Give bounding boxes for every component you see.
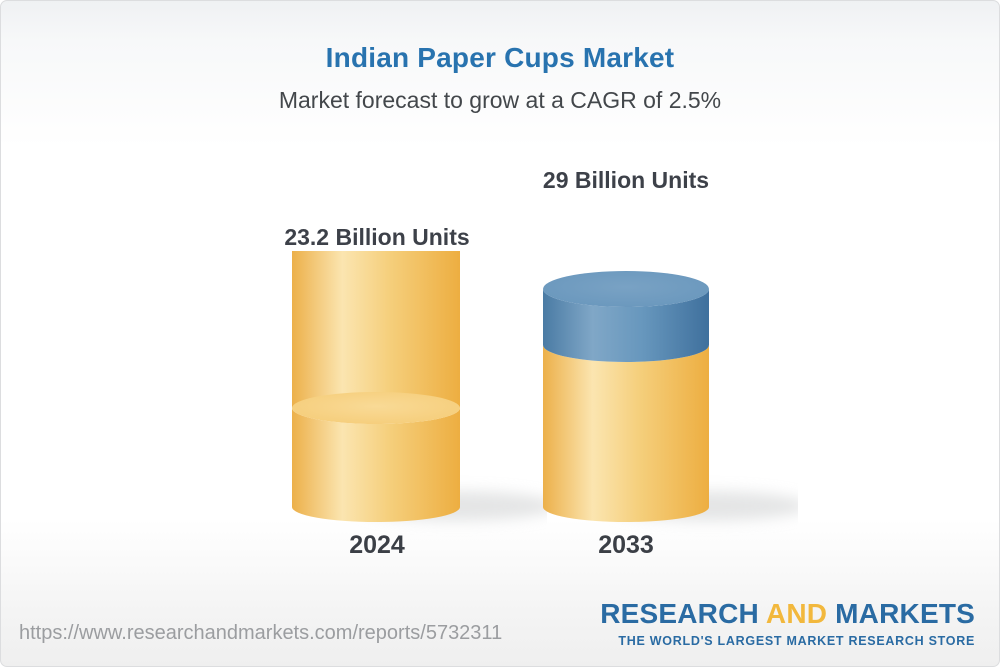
year-label-2033: 2033 [598,531,654,559]
cylinder-2024 [292,251,547,522]
value-label-2024: 23.2 Billion Units [284,224,470,250]
cylinder-bar-chart: 23.2 Billion Units 29 Billion Units 2024… [1,131,999,571]
cylinder-2033 [543,271,798,522]
cylinder-2024-top [292,392,460,424]
cylinder-2024-body [292,251,460,422]
value-label-2033: 29 Billion Units [542,167,710,193]
logo-tagline: THE WORLD'S LARGEST MARKET RESEARCH STOR… [618,634,975,648]
logo-word-markets: MARKETS [835,598,975,629]
research-and-markets-logo: RESEARCH AND MARKETS THE WORLD'S LARGEST… [600,600,975,648]
page-subtitle: Market forecast to grow at a CAGR of 2.5… [278,87,722,113]
report-url: https://www.researchandmarkets.com/repor… [19,622,503,644]
logo-word-research: RESEARCH [600,598,759,629]
year-label-2024: 2024 [349,531,405,559]
page-title: Indian Paper Cups Market [325,42,675,73]
cylinder-2033-base-side [543,345,709,522]
logo-wordmark: RESEARCH AND MARKETS [600,600,975,628]
cylinder-2033-growth-cap-top [543,271,709,307]
logo-word-and: AND [765,598,828,629]
cylinder-2024-side [292,408,460,522]
cylinder-2033-growth-cap-side [543,289,709,362]
